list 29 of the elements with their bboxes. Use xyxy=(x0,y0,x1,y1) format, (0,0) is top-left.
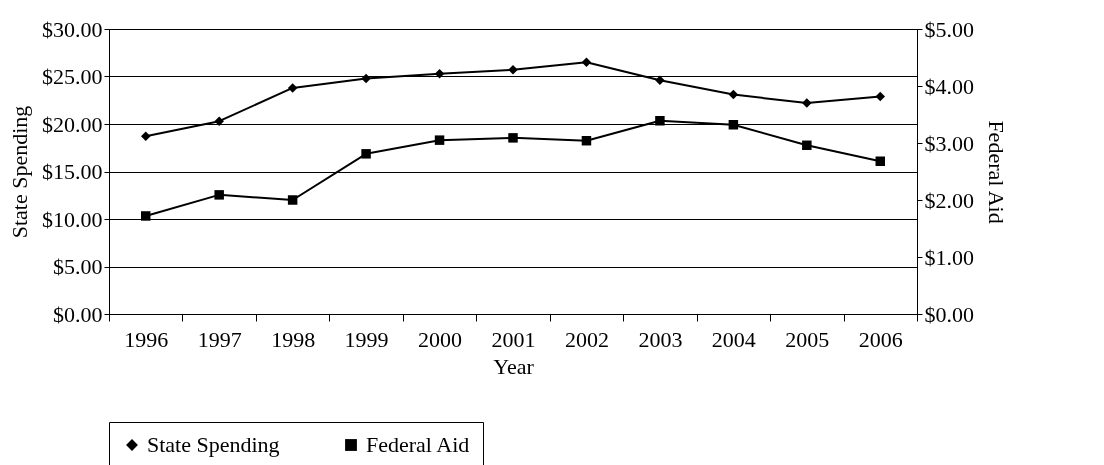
x-tick-label: 2002 xyxy=(564,326,609,352)
legend-label: State Spending xyxy=(147,432,280,457)
y2-tick-label: $5.00 xyxy=(924,16,974,42)
y-tick-label: $30.00 xyxy=(42,16,103,42)
y2-tick-label: $0.00 xyxy=(924,301,974,327)
y2-tick-label: $2.00 xyxy=(924,187,974,213)
x-tick-label: 1998 xyxy=(271,326,316,352)
x-tick-label: 2006 xyxy=(858,326,903,352)
x-tick-label: 2000 xyxy=(418,326,463,352)
x-tick-label: 1997 xyxy=(197,326,242,352)
x-axis-title: Year xyxy=(493,353,535,379)
y-tick-label: $5.00 xyxy=(53,254,103,279)
y-tick-label: $15.00 xyxy=(42,159,103,184)
x-tick-label: 1999 xyxy=(344,326,389,352)
x-tick-label: 1996 xyxy=(124,326,169,352)
legend-label: Federal Aid xyxy=(366,432,470,457)
y-tick-label: $20.00 xyxy=(42,111,103,137)
y-tick-label: $0.00 xyxy=(53,301,103,327)
x-tick-label: 2004 xyxy=(711,326,756,352)
y-tick-label: $10.00 xyxy=(42,206,103,232)
y-axis-title: State Spending xyxy=(7,105,32,239)
x-tick-label: 2001 xyxy=(491,326,536,352)
y2-axis-title: Federal Aid xyxy=(984,120,1009,224)
x-tick-label: 2003 xyxy=(638,326,683,352)
y2-tick-label: $4.00 xyxy=(924,73,974,99)
y-tick-label: $25.00 xyxy=(42,64,103,89)
y2-tick-label: $3.00 xyxy=(924,130,974,156)
x-tick-label: 2005 xyxy=(785,326,830,352)
y2-tick-label: $1.00 xyxy=(924,244,974,270)
